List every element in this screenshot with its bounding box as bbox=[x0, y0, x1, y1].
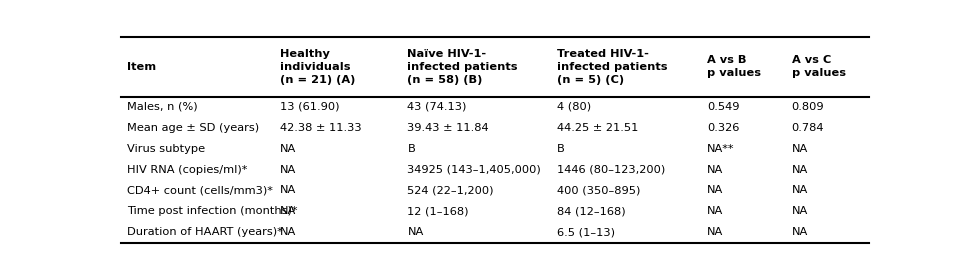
Text: NA: NA bbox=[707, 186, 724, 195]
Text: NA: NA bbox=[791, 165, 808, 174]
Text: B: B bbox=[557, 144, 565, 154]
Text: NA: NA bbox=[791, 186, 808, 195]
Text: 39.43 ± 11.84: 39.43 ± 11.84 bbox=[408, 123, 489, 133]
Text: 1446 (80–123,200): 1446 (80–123,200) bbox=[557, 165, 666, 174]
Text: Time post infection (months)*: Time post infection (months)* bbox=[127, 206, 298, 216]
Text: NA: NA bbox=[408, 227, 424, 237]
Text: Healthy
individuals
(n = 21) (A): Healthy individuals (n = 21) (A) bbox=[280, 49, 355, 85]
Text: 524 (22–1,200): 524 (22–1,200) bbox=[408, 186, 494, 195]
Text: NA: NA bbox=[280, 144, 297, 154]
Text: NA: NA bbox=[280, 206, 297, 216]
Text: 84 (12–168): 84 (12–168) bbox=[557, 206, 626, 216]
Text: Virus subtype: Virus subtype bbox=[127, 144, 205, 154]
Text: 4 (80): 4 (80) bbox=[557, 102, 591, 112]
Text: 0.809: 0.809 bbox=[791, 102, 824, 112]
Text: 0.326: 0.326 bbox=[707, 123, 739, 133]
Text: NA: NA bbox=[707, 206, 724, 216]
Text: NA: NA bbox=[280, 227, 297, 237]
Text: 400 (350–895): 400 (350–895) bbox=[557, 186, 640, 195]
Text: NA: NA bbox=[707, 227, 724, 237]
Text: 6.5 (1–13): 6.5 (1–13) bbox=[557, 227, 615, 237]
Text: 43 (74.13): 43 (74.13) bbox=[408, 102, 467, 112]
Text: 12 (1–168): 12 (1–168) bbox=[408, 206, 469, 216]
Text: NA: NA bbox=[791, 206, 808, 216]
Text: 44.25 ± 21.51: 44.25 ± 21.51 bbox=[557, 123, 639, 133]
Text: NA: NA bbox=[280, 165, 297, 174]
Text: B: B bbox=[408, 144, 415, 154]
Text: 0.784: 0.784 bbox=[791, 123, 824, 133]
Text: NA: NA bbox=[280, 186, 297, 195]
Text: Treated HIV-1-
infected patients
(n = 5) (C): Treated HIV-1- infected patients (n = 5)… bbox=[557, 49, 668, 85]
Text: NA: NA bbox=[791, 144, 808, 154]
Text: NA**: NA** bbox=[707, 144, 734, 154]
Text: 13 (61.90): 13 (61.90) bbox=[280, 102, 340, 112]
Text: A vs B
p values: A vs B p values bbox=[707, 55, 761, 78]
Text: A vs C
p values: A vs C p values bbox=[791, 55, 845, 78]
Text: Item: Item bbox=[127, 62, 156, 72]
Text: NA: NA bbox=[707, 165, 724, 174]
Text: 34925 (143–1,405,000): 34925 (143–1,405,000) bbox=[408, 165, 541, 174]
Text: Males, n (%): Males, n (%) bbox=[127, 102, 197, 112]
Text: CD4+ count (cells/mm3)*: CD4+ count (cells/mm3)* bbox=[127, 186, 272, 195]
Text: NA: NA bbox=[791, 227, 808, 237]
Text: 0.549: 0.549 bbox=[707, 102, 739, 112]
Text: HIV RNA (copies/ml)*: HIV RNA (copies/ml)* bbox=[127, 165, 247, 174]
Text: Naïve HIV-1-
infected patients
(n = 58) (B): Naïve HIV-1- infected patients (n = 58) … bbox=[408, 49, 518, 85]
Text: Mean age ± SD (years): Mean age ± SD (years) bbox=[127, 123, 259, 133]
Text: Duration of HAART (years)*: Duration of HAART (years)* bbox=[127, 227, 282, 237]
Text: 42.38 ± 11.33: 42.38 ± 11.33 bbox=[280, 123, 362, 133]
